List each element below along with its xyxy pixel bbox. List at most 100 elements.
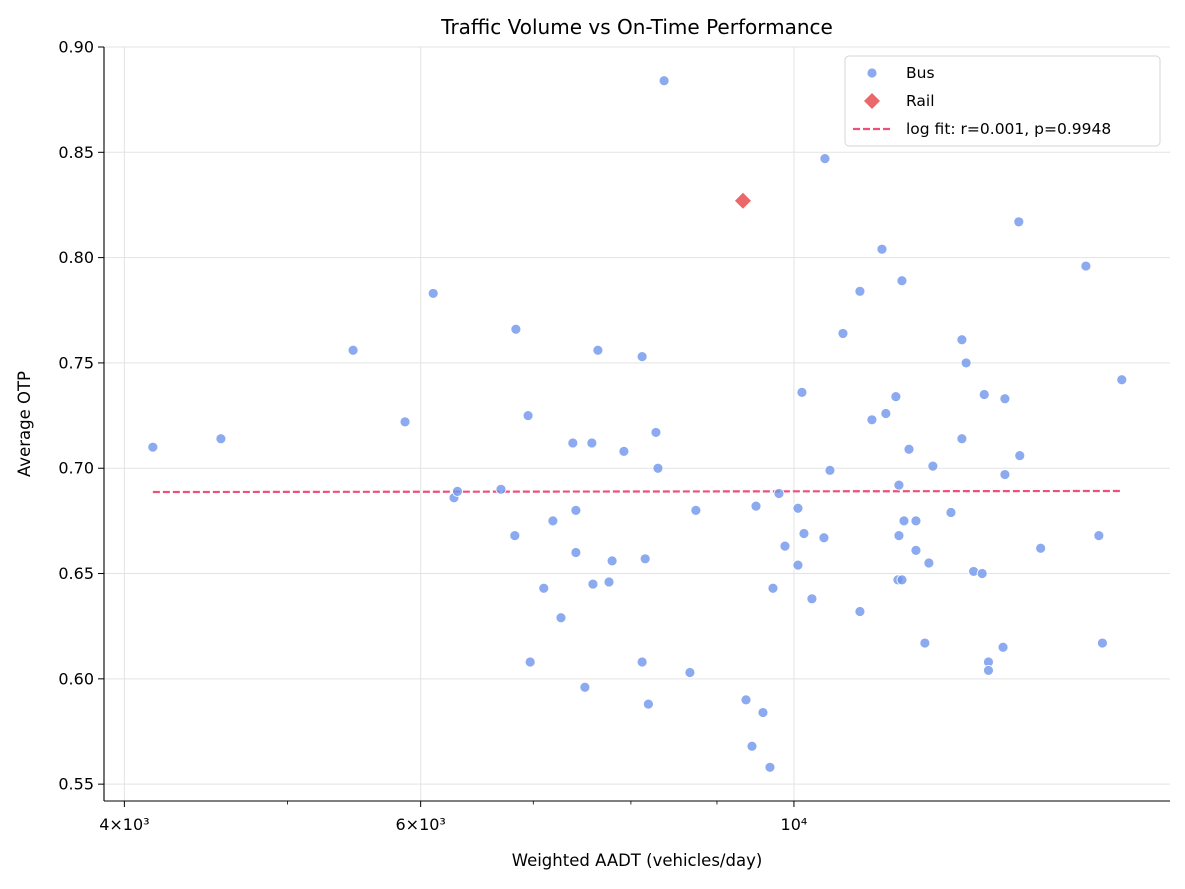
- bus-point: [652, 462, 664, 474]
- bus-point: [1116, 374, 1128, 386]
- bus-point: [910, 515, 922, 527]
- bus-point: [927, 460, 939, 472]
- bus-point: [579, 681, 591, 693]
- bus-point: [779, 540, 791, 552]
- bus-point: [452, 485, 463, 497]
- y-tick-label: 0.80: [58, 248, 94, 267]
- y-tick-label: 0.65: [58, 564, 94, 583]
- bus-point: [764, 761, 776, 773]
- bus-point: [999, 469, 1011, 480]
- bus-point: [642, 698, 654, 710]
- bus-point: [1035, 542, 1047, 554]
- bus-point: [956, 433, 968, 445]
- rail-point: [734, 192, 751, 209]
- legend: Bus Rail log fit: r=0.001, p=0.9948: [844, 55, 1161, 147]
- bus-point: [555, 612, 567, 624]
- bus-point: [818, 532, 830, 544]
- bus-point: [945, 507, 957, 518]
- bus-point: [522, 410, 534, 421]
- bus-point: [567, 437, 579, 449]
- bus-point: [746, 740, 758, 752]
- chart-title: Traffic Volume vs On-Time Performance: [440, 15, 833, 39]
- bus-point: [956, 334, 968, 346]
- y-tick-label: 0.75: [58, 353, 94, 372]
- bus-point: [547, 515, 559, 527]
- bus-point: [586, 437, 598, 449]
- bus-point: [997, 641, 1009, 653]
- y-tick-label: 0.55: [58, 775, 94, 794]
- bus-point: [837, 328, 849, 339]
- bus-point: [1080, 260, 1092, 272]
- bus-point: [636, 351, 648, 363]
- bus-point: [798, 528, 810, 539]
- bus-point: [347, 344, 359, 356]
- bus-point: [792, 559, 804, 571]
- bus-point: [495, 483, 507, 495]
- bus-point: [639, 553, 651, 565]
- bus-point: [510, 323, 522, 335]
- bus-point: [824, 464, 836, 476]
- bus-point: [903, 443, 915, 455]
- bus-point: [570, 504, 582, 516]
- bus-point: [896, 574, 908, 586]
- legend-fit-label: log fit: r=0.001, p=0.9948: [906, 120, 1111, 138]
- bus-point: [796, 387, 808, 398]
- bus-point: [684, 667, 696, 678]
- y-axis-label: Average OTP: [15, 371, 34, 477]
- bus-point: [896, 275, 908, 287]
- fit-line: [152, 489, 1122, 494]
- bus-point: [538, 582, 550, 594]
- fit-line-group: [152, 489, 1122, 494]
- bus-point: [854, 606, 866, 617]
- axes: 0.55 0.60 0.65 0.70 0.75 0.80 0.85 0.90 4×10³ 6×1…: [58, 38, 1170, 834]
- bus-point: [509, 530, 521, 542]
- bus-point: [1097, 637, 1108, 649]
- grid: [104, 46, 1170, 801]
- y-tick-label: 0.70: [58, 459, 94, 478]
- bus-point: [1013, 216, 1025, 228]
- bus-point: [750, 500, 762, 512]
- bus-point: [690, 504, 702, 516]
- bus-point: [427, 288, 439, 299]
- bus-point: [999, 393, 1011, 405]
- bus-point: [983, 665, 994, 676]
- x-tick-label: 4×10³: [99, 815, 149, 834]
- bus-point: [606, 555, 618, 567]
- bus-point: [919, 637, 931, 649]
- y-tick-label: 0.85: [58, 143, 94, 162]
- x-tick-label: 10⁴: [781, 815, 808, 834]
- bus-point: [767, 582, 779, 594]
- points-group: [147, 75, 1128, 773]
- legend-bus-label: Bus: [906, 64, 935, 82]
- bus-point: [147, 441, 159, 453]
- bus-point: [524, 656, 536, 668]
- x-tick-label: 6×10³: [395, 815, 445, 834]
- legend-rail-label: Rail: [906, 92, 935, 110]
- bus-point: [960, 357, 972, 369]
- bus-point: [592, 344, 604, 356]
- bus-point: [880, 408, 892, 419]
- bus-point: [923, 557, 935, 569]
- bus-point: [570, 547, 582, 558]
- legend-rail-marker: [864, 93, 880, 109]
- y-tick-label: 0.90: [58, 38, 94, 57]
- y-tick-label: 0.60: [58, 669, 94, 688]
- bus-point: [893, 479, 905, 491]
- bus-point: [792, 502, 804, 514]
- legend-bus-marker: [866, 67, 878, 79]
- bus-point: [215, 433, 227, 445]
- bus-point: [773, 488, 785, 499]
- bus-point: [1093, 530, 1105, 542]
- bus-point: [910, 544, 922, 556]
- bus-point: [806, 593, 818, 605]
- bus-point: [757, 707, 769, 718]
- bus-point: [819, 153, 831, 165]
- x-axis-label: Weighted AADT (vehicles/day): [512, 851, 763, 870]
- bus-point: [1014, 450, 1026, 461]
- bus-point: [636, 656, 648, 668]
- bus-point: [893, 530, 905, 542]
- legend-box: [844, 55, 1161, 147]
- bus-point: [650, 427, 662, 438]
- bus-point: [854, 285, 866, 297]
